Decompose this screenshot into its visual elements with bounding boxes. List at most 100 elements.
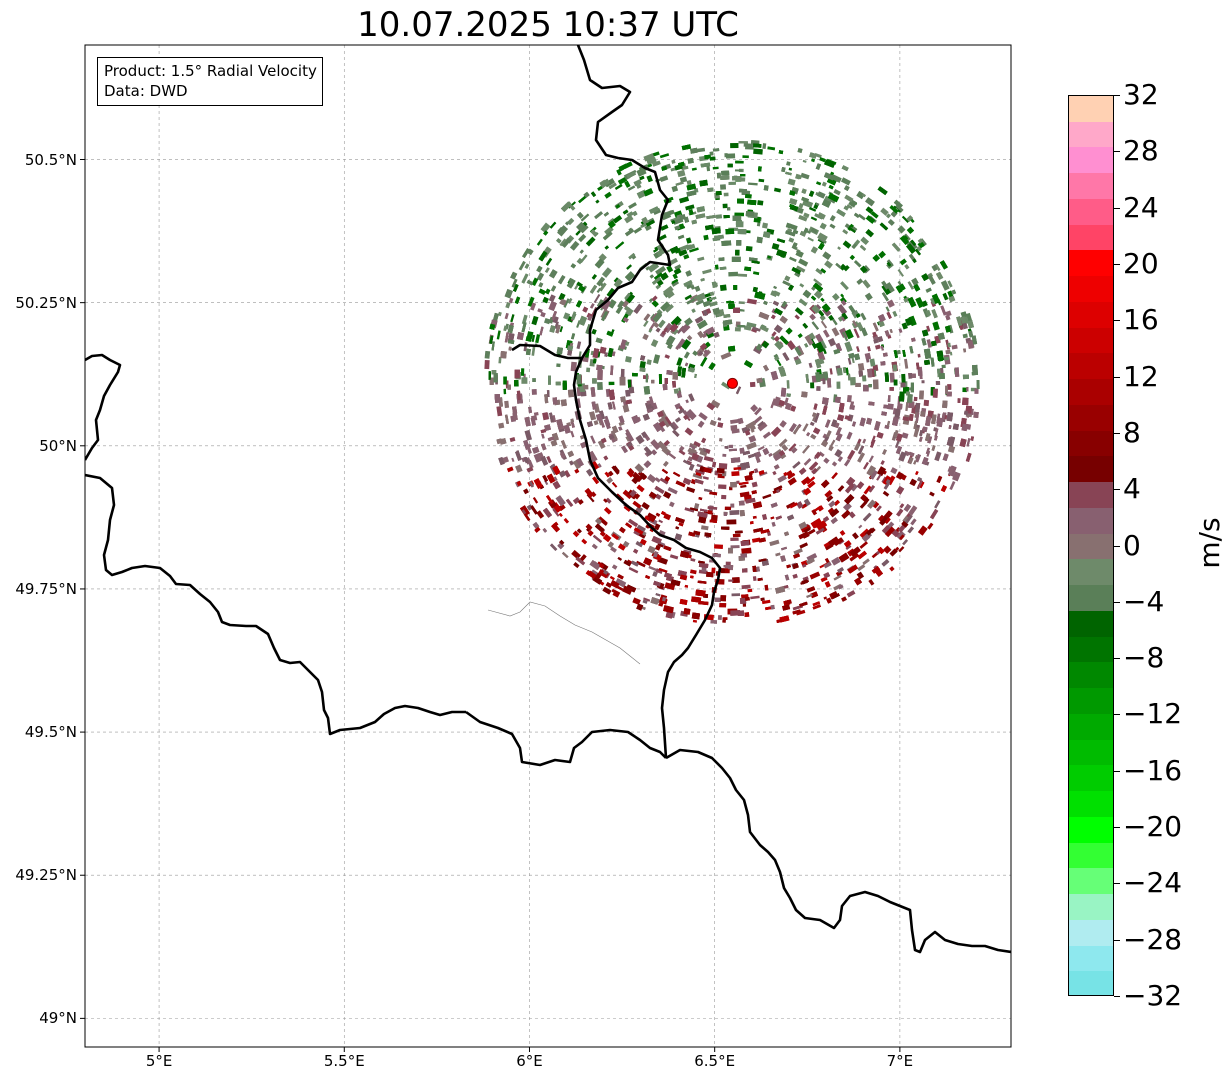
velocity-gate (530, 417, 536, 426)
velocity-gate (523, 457, 529, 464)
velocity-gate (589, 284, 598, 294)
velocity-gate (887, 395, 891, 402)
velocity-gate (689, 367, 696, 373)
velocity-gate (530, 302, 537, 311)
velocity-gate (601, 437, 607, 444)
velocity-gate (567, 345, 574, 351)
velocity-gate (948, 425, 952, 430)
velocity-gate (549, 269, 558, 279)
velocity-gate (868, 384, 872, 388)
velocity-gate (652, 312, 663, 323)
velocity-gate (809, 571, 821, 580)
velocity-gate (545, 288, 551, 295)
velocity-gate (913, 396, 918, 401)
velocity-gate (947, 342, 951, 348)
velocity-gate (612, 401, 616, 410)
velocity-gate (660, 224, 669, 231)
velocity-gate (787, 472, 796, 480)
velocity-gate (520, 368, 525, 376)
velocity-gate (739, 188, 747, 193)
velocity-gate (648, 566, 657, 571)
velocity-gate (725, 228, 735, 235)
velocity-gate (617, 300, 625, 309)
velocity-gate (910, 518, 917, 526)
velocity-gate (924, 359, 930, 366)
velocity-gate (733, 307, 740, 313)
velocity-gate (661, 468, 669, 475)
velocity-gate (880, 361, 886, 366)
velocity-gate (606, 330, 614, 337)
velocity-gate (653, 322, 660, 328)
velocity-gate (639, 361, 646, 369)
velocity-gate (632, 210, 638, 217)
velocity-gate (811, 416, 816, 422)
velocity-gate (697, 256, 705, 262)
velocity-gate (592, 476, 600, 485)
velocity-gate (645, 373, 649, 383)
velocity-gate (737, 610, 745, 617)
velocity-gate (720, 175, 730, 180)
velocity-gate (826, 597, 832, 604)
velocity-gate (820, 320, 828, 329)
velocity-gate (739, 510, 745, 517)
velocity-gate (893, 349, 899, 359)
velocity-gate (840, 177, 851, 186)
velocity-gate (498, 356, 502, 364)
velocity-gate (603, 455, 609, 461)
velocity-gate (508, 297, 514, 304)
velocity-gate (570, 263, 577, 269)
velocity-gate (604, 507, 612, 515)
velocity-gate (902, 416, 910, 422)
velocity-gate (619, 526, 626, 534)
velocity-gate (639, 367, 646, 372)
velocity-gate (614, 183, 623, 190)
velocity-gate (620, 396, 626, 403)
velocity-gate (948, 295, 956, 303)
velocity-gate (782, 352, 790, 362)
velocity-gate (692, 350, 698, 356)
velocity-gate (774, 307, 783, 316)
velocity-gate (616, 493, 625, 502)
velocity-gate (635, 560, 646, 568)
velocity-gate (658, 374, 662, 384)
velocity-gate (724, 446, 729, 449)
velocity-gate (815, 268, 823, 275)
velocity-gate (921, 337, 927, 346)
velocity-gate (789, 204, 795, 209)
velocity-gate (631, 254, 637, 260)
velocity-gate (797, 147, 803, 154)
velocity-gate (669, 554, 679, 560)
velocity-gate (837, 304, 848, 315)
velocity-gate (846, 431, 853, 440)
velocity-gate (823, 457, 830, 464)
velocity-gate (528, 406, 532, 413)
velocity-gate (941, 364, 946, 369)
velocity-gate (663, 439, 671, 447)
velocity-gate (734, 530, 743, 534)
velocity-gate (834, 449, 843, 458)
velocity-gate (751, 481, 758, 488)
velocity-gate (932, 388, 938, 398)
velocity-gate (942, 453, 949, 462)
velocity-gate (503, 325, 508, 332)
velocity-gate (679, 598, 688, 605)
velocity-gate (809, 152, 817, 159)
velocity-gate (700, 277, 705, 282)
velocity-gate (760, 528, 770, 534)
velocity-gate (865, 215, 876, 224)
velocity-gate (568, 298, 573, 304)
velocity-gate (679, 223, 685, 229)
velocity-gate (723, 313, 731, 318)
velocity-gate (784, 402, 792, 411)
velocity-gate (905, 401, 909, 412)
velocity-gate (646, 359, 652, 365)
velocity-gate (814, 290, 823, 299)
velocity-gate (806, 553, 818, 562)
velocity-gate (625, 293, 635, 304)
velocity-gate (580, 213, 590, 222)
velocity-gate (541, 433, 545, 439)
velocity-gate (484, 350, 491, 359)
velocity-gate (673, 268, 682, 275)
velocity-gate (577, 212, 584, 219)
velocity-gate (587, 530, 594, 537)
